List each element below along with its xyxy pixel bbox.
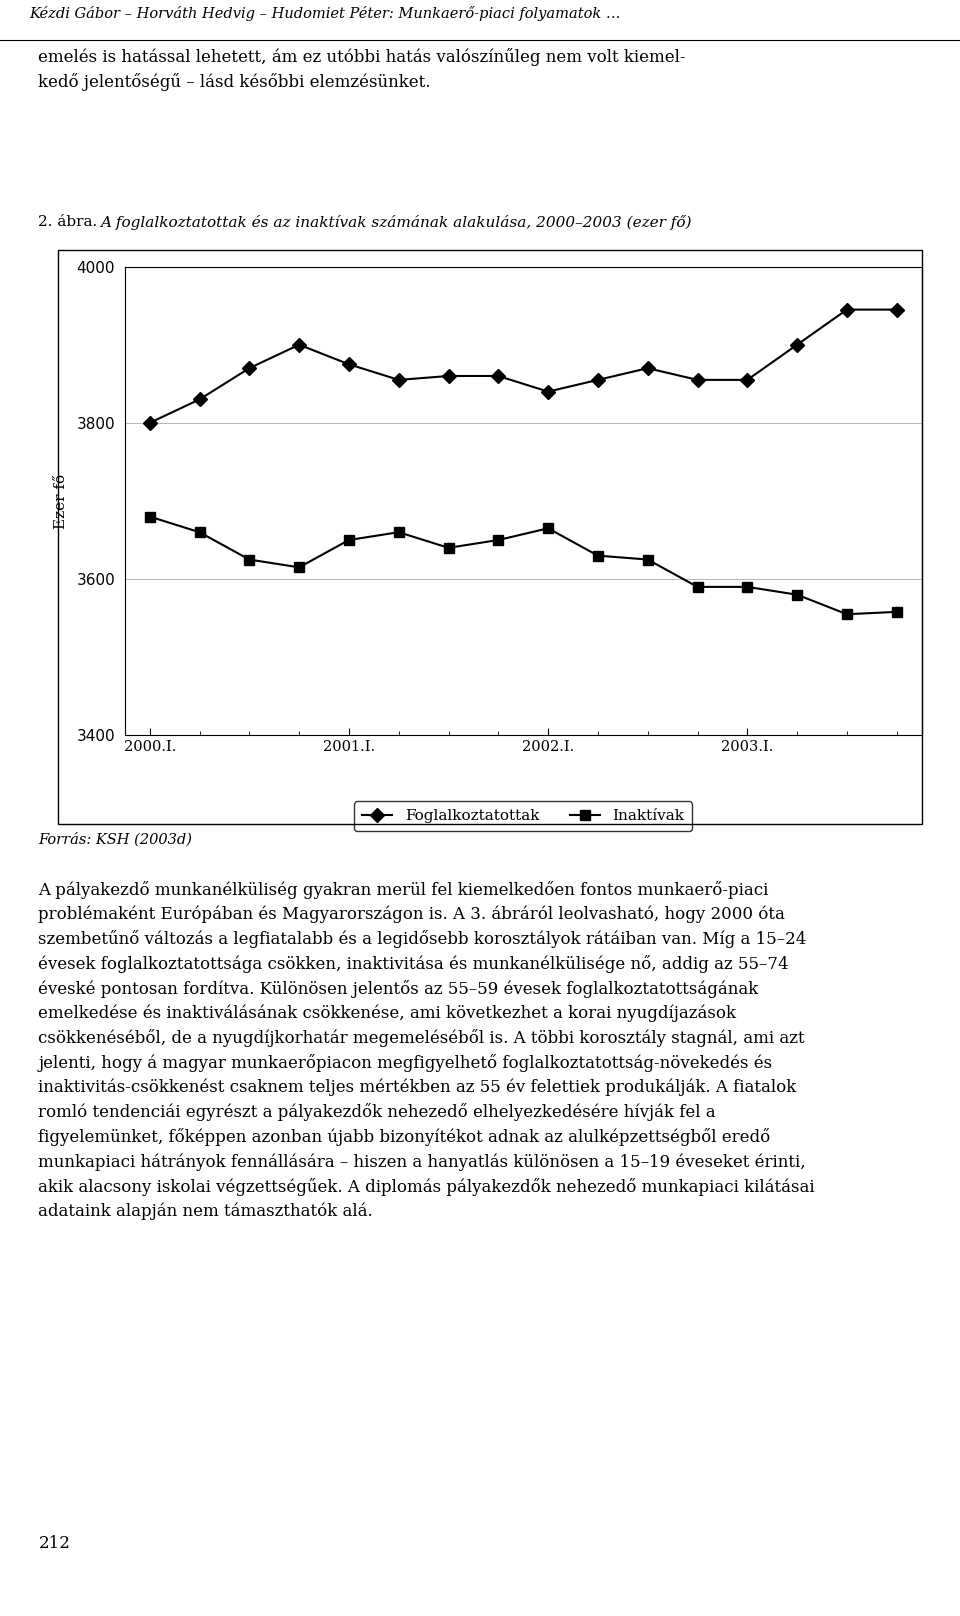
- Text: 212: 212: [38, 1535, 70, 1551]
- Inaktívak: [393, 522, 404, 541]
- Inaktívak: [343, 530, 354, 549]
- Text: Forrás: KSH (2003d): Forrás: KSH (2003d): [38, 832, 192, 847]
- Text: emelés is hatással lehetett, ám ez utóbbi hatás valószínűleg nem volt kiemel-
ke: emelés is hatással lehetett, ám ez utóbb…: [38, 48, 685, 92]
- Foglalkoztatottak: [144, 414, 156, 433]
- Inaktívak: [492, 530, 504, 549]
- Inaktívak: [244, 549, 255, 569]
- Line: Inaktívak: Inaktívak: [145, 512, 901, 619]
- Foglalkoztatottak: [294, 335, 305, 354]
- Foglalkoztatottak: [194, 389, 205, 409]
- Inaktívak: [294, 558, 305, 577]
- Foglalkoztatottak: [692, 370, 704, 389]
- Inaktívak: [592, 546, 604, 566]
- Foglalkoztatottak: [244, 359, 255, 378]
- Inaktívak: [791, 585, 803, 604]
- Foglalkoztatottak: [443, 367, 454, 386]
- Text: Kézdi Gábor – Horváth Hedvig – Hudomiet Péter: Munkaerő-piaci folyamatok …: Kézdi Gábor – Horváth Hedvig – Hudomiet …: [29, 6, 620, 21]
- Foglalkoztatottak: [393, 370, 404, 389]
- Foglalkoztatottak: [542, 381, 554, 401]
- Foglalkoztatottak: [343, 354, 354, 373]
- Inaktívak: [692, 577, 704, 596]
- Foglalkoztatottak: [791, 335, 803, 354]
- Inaktívak: [642, 549, 654, 569]
- Text: A pályakezdő munkanélküliség gyakran merül fel kiemelkedően fontos munkaerő-piac: A pályakezdő munkanélküliség gyakran mer…: [38, 881, 815, 1220]
- Foglalkoztatottak: [841, 301, 852, 320]
- Text: A foglalkoztatottak és az inaktívak számának alakulása, 2000–2003 (ezer fő): A foglalkoztatottak és az inaktívak szám…: [100, 215, 692, 229]
- Line: Foglalkoztatottak: Foglalkoztatottak: [145, 305, 901, 428]
- Y-axis label: Ezer fő: Ezer fő: [54, 473, 68, 528]
- Inaktívak: [741, 577, 753, 596]
- Inaktívak: [443, 538, 454, 558]
- Foglalkoztatottak: [891, 301, 902, 320]
- Inaktívak: [144, 507, 156, 527]
- Inaktívak: [891, 603, 902, 622]
- Inaktívak: [194, 522, 205, 541]
- Inaktívak: [841, 604, 852, 624]
- Inaktívak: [542, 519, 554, 538]
- Text: 2. ábra.: 2. ábra.: [38, 215, 103, 229]
- Foglalkoztatottak: [492, 367, 504, 386]
- Legend: Foglalkoztatottak, Inaktívak: Foglalkoztatottak, Inaktívak: [354, 802, 692, 831]
- Foglalkoztatottak: [642, 359, 654, 378]
- Foglalkoztatottak: [741, 370, 753, 389]
- Foglalkoztatottak: [592, 370, 604, 389]
